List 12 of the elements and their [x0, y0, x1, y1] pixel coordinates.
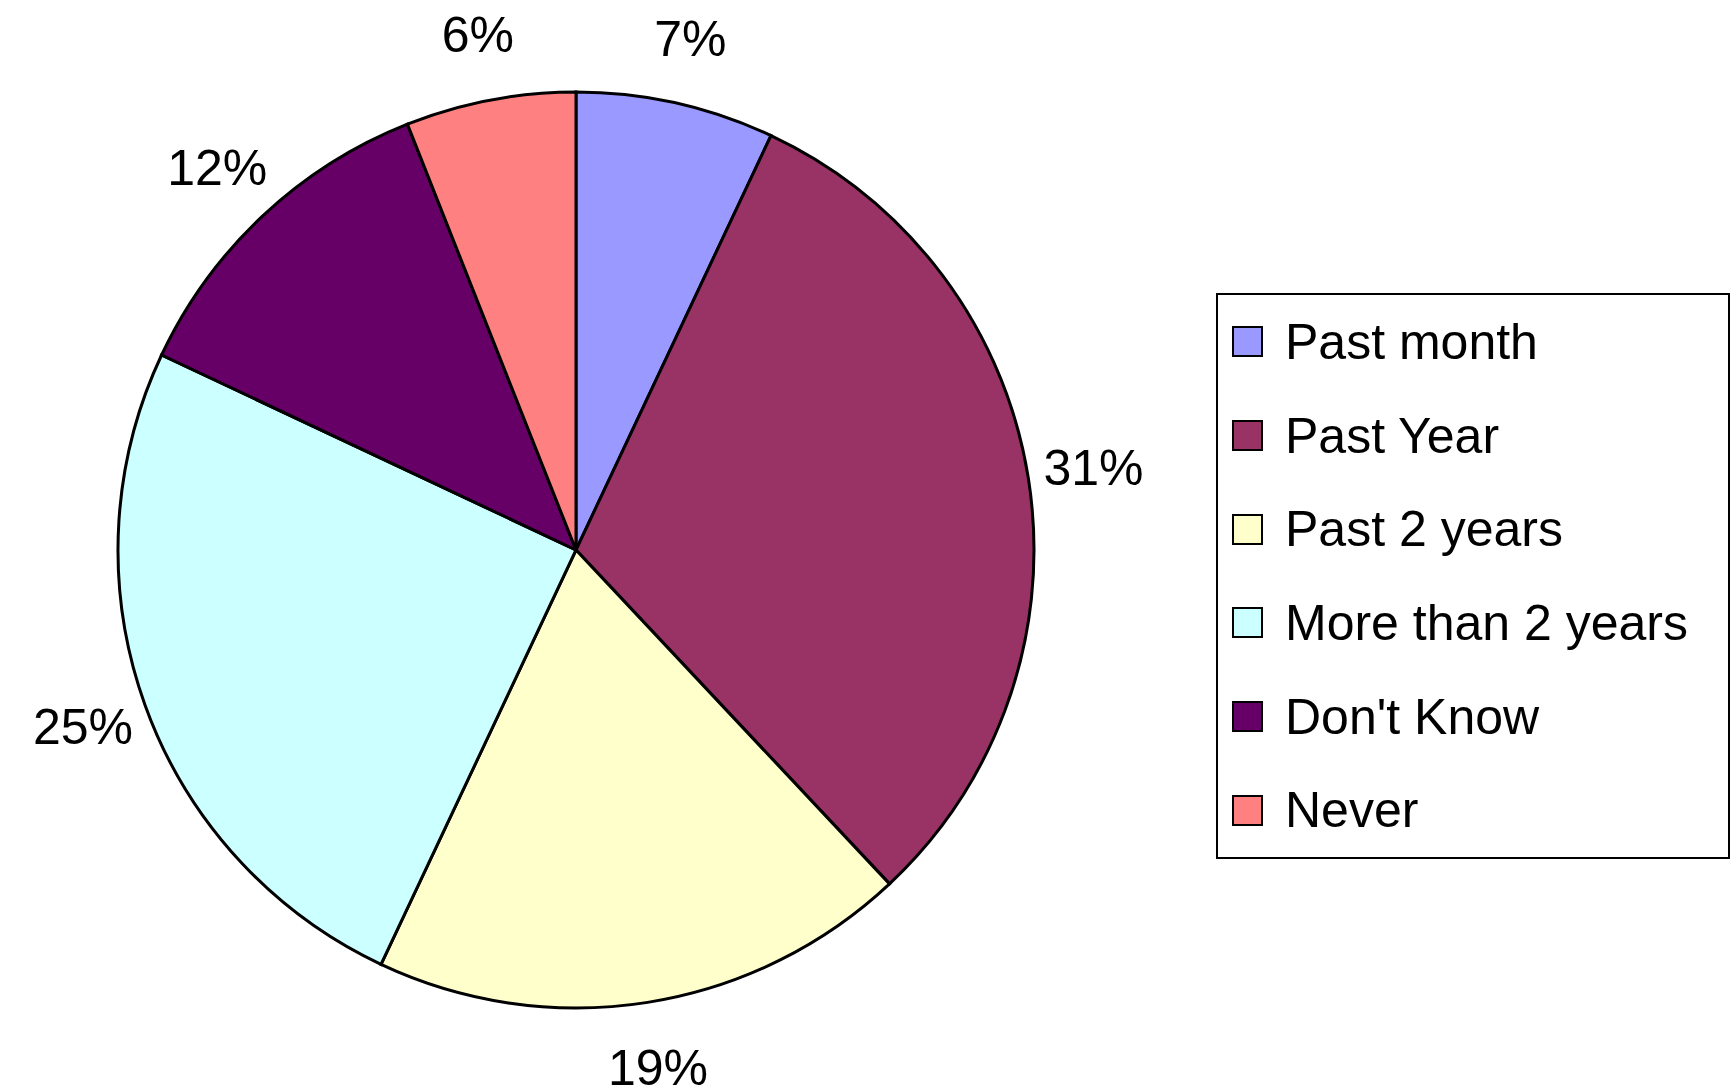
legend-label: Don't Know — [1285, 688, 1540, 745]
legend-label: Past month — [1285, 313, 1538, 370]
legend-label: Past 2 years — [1285, 501, 1563, 558]
data-label: 6% — [441, 7, 514, 64]
legend-label: More than 2 years — [1285, 594, 1688, 651]
data-label: 25% — [32, 699, 134, 756]
legend-label: Never — [1285, 782, 1419, 839]
data-label: 12% — [167, 140, 268, 197]
data-label: 7% — [654, 10, 727, 67]
data-label: 19% — [607, 1039, 709, 1092]
data-label: 31% — [1043, 440, 1144, 497]
legend-label: Past Year — [1285, 407, 1500, 464]
